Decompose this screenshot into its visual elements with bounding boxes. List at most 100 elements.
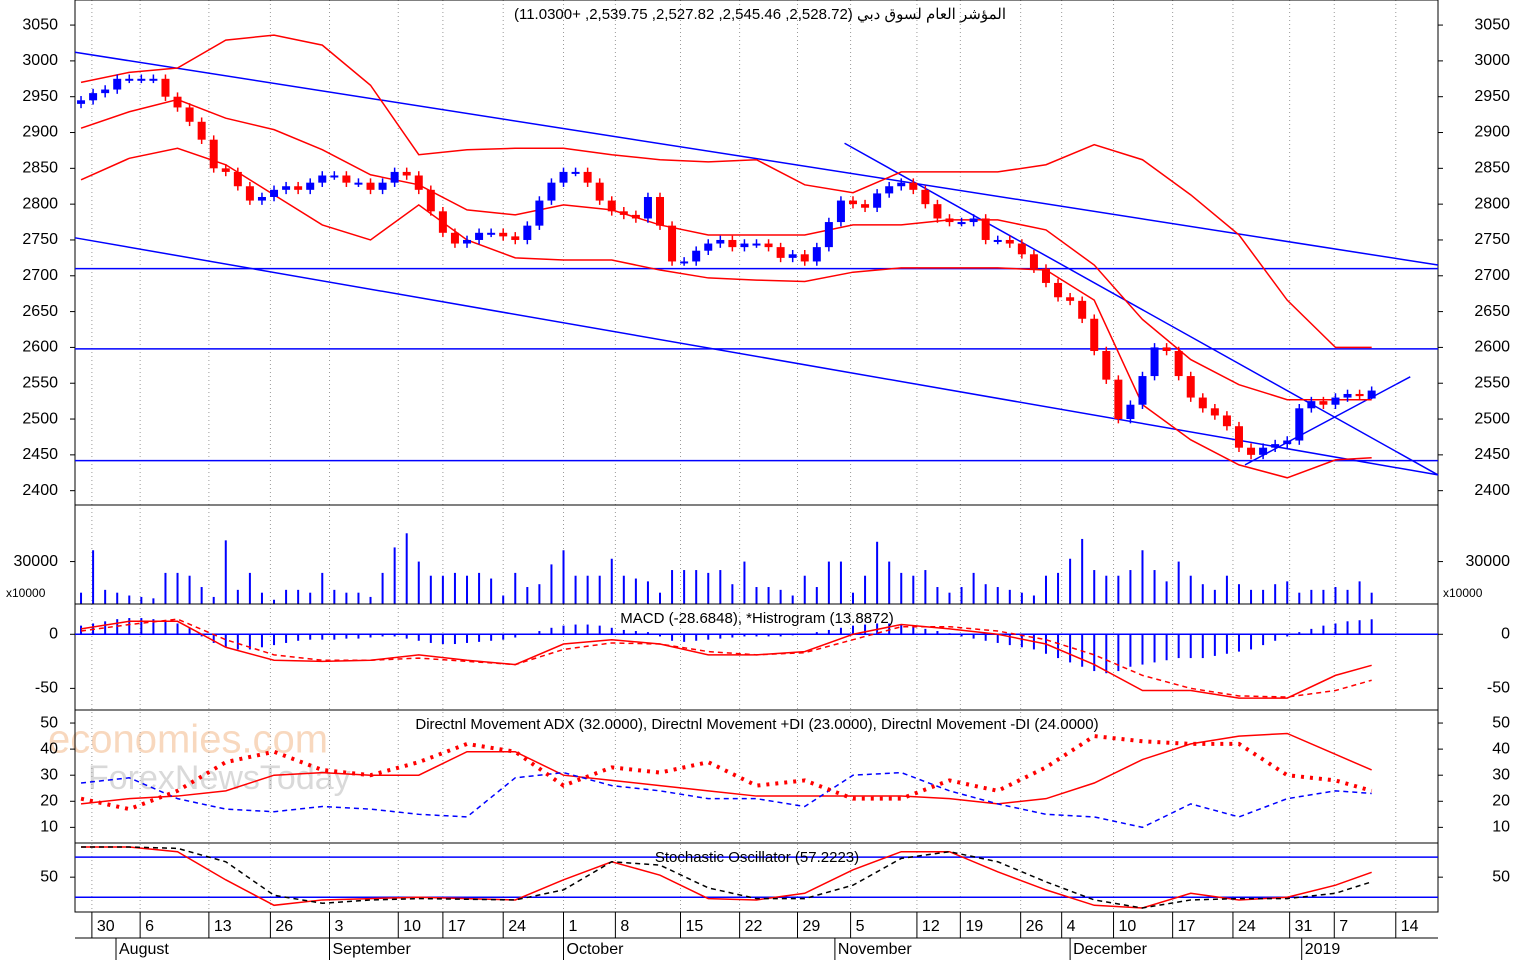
unit-label: x10000 (1443, 586, 1483, 600)
volume-bar (357, 592, 360, 604)
y-tick-label: 20 (40, 792, 58, 809)
volume-bar (321, 572, 324, 604)
y-tick-label: 3050 (1474, 16, 1510, 33)
y-tick-label: 2600 (22, 339, 58, 356)
x-tick-label: 13 (214, 918, 232, 935)
volume-bar (104, 589, 107, 604)
volume-bar (1008, 589, 1011, 604)
candle-body (113, 78, 122, 90)
candle-body (1017, 243, 1026, 255)
histogram-bar (671, 634, 674, 641)
volume-bar (273, 599, 276, 604)
histogram-bar (1105, 634, 1108, 674)
volume-bar (1370, 592, 1373, 604)
x-tick-label: 14 (1401, 918, 1419, 935)
histogram-bar (743, 634, 746, 637)
volume-bar (876, 541, 879, 604)
volume-bar (1225, 575, 1228, 604)
candle-body (1114, 379, 1123, 420)
histogram-bar (1346, 621, 1349, 635)
y-tick-label: 0 (49, 626, 58, 643)
volume-bar (900, 572, 903, 604)
volume-bar (285, 589, 288, 604)
volume-bar (1105, 575, 1108, 604)
y-tick-label: 2500 (22, 410, 58, 427)
candle-body (571, 171, 580, 174)
month-label: September (333, 941, 412, 958)
trend-line (74, 51, 1439, 266)
candle-body (450, 232, 459, 244)
candle-body (1247, 447, 1256, 455)
indicator-line (80, 618, 1372, 698)
candle-body (342, 175, 351, 183)
histogram-bar (1237, 634, 1240, 652)
volume-bar (659, 592, 662, 604)
volume-bar (996, 587, 999, 604)
candle-body (1162, 347, 1171, 351)
month-label: November (838, 941, 912, 958)
x-tick-label: 10 (1119, 918, 1137, 935)
y-tick-label: 40 (1492, 740, 1510, 757)
candle-body (330, 175, 339, 178)
candle-body (233, 171, 242, 187)
histogram-bar (1165, 634, 1168, 661)
y-tick-label: 30000 (14, 553, 59, 570)
x-tick-label: 5 (856, 918, 865, 935)
volume-bar (1334, 587, 1337, 604)
volume-bar (1044, 575, 1047, 604)
candle-body (306, 182, 315, 190)
y-tick-label: 2900 (1474, 124, 1510, 141)
candle-body (1307, 401, 1316, 409)
volume-bar (1081, 538, 1084, 604)
candle-body (1198, 397, 1207, 409)
candle-body (438, 211, 447, 233)
histogram-bar (345, 634, 348, 639)
y-tick-label: 2650 (1474, 303, 1510, 320)
candle-body (463, 239, 472, 244)
volume-bar (1298, 592, 1301, 604)
candle-body (861, 204, 870, 208)
y-tick-label: 50 (1492, 714, 1510, 731)
volume-bar (333, 589, 336, 604)
volume-bar (634, 578, 637, 604)
y-tick-label: 2600 (1474, 339, 1510, 356)
histogram-bar (381, 634, 384, 637)
trend-line (844, 142, 1439, 476)
volume-bar (1237, 584, 1240, 604)
candle-body (933, 204, 942, 219)
histogram-bar (827, 629, 830, 635)
histogram-bar (1129, 634, 1132, 667)
volume-bar (1322, 589, 1325, 604)
volume-bar (827, 561, 830, 604)
x-tick-label: 24 (1238, 918, 1256, 935)
candle-body (1090, 318, 1099, 351)
x-tick-label: 4 (1067, 918, 1076, 935)
histogram-bar (719, 634, 722, 639)
histogram-bar (273, 634, 276, 646)
histogram-bar (1020, 634, 1023, 648)
candle-body (499, 232, 508, 237)
y-tick-label: 2550 (22, 374, 58, 391)
candle-body (752, 243, 761, 246)
histogram-bar (104, 621, 107, 635)
x-tick-label: 31 (1295, 918, 1313, 935)
watermark: ForexNewsToday (88, 759, 351, 797)
volume-bar (743, 561, 746, 604)
x-tick-label: 30 (97, 918, 115, 935)
candle-body (282, 186, 291, 190)
volume-bar (212, 596, 215, 604)
x-tick-label: 17 (1178, 918, 1196, 935)
candle-body (776, 247, 785, 258)
volume-bar (550, 564, 553, 604)
volume-bar (188, 575, 191, 604)
volume-bar (695, 570, 698, 604)
histogram-bar (1213, 634, 1216, 656)
y-tick-label: 30 (40, 766, 58, 783)
candle-body (656, 196, 665, 226)
volume-bar (1117, 575, 1120, 604)
indicator-line (81, 846, 1372, 909)
volume-bar (140, 596, 143, 604)
y-tick-label: 2450 (1474, 446, 1510, 463)
candle-body (1343, 393, 1352, 398)
indicator-line (80, 147, 1372, 479)
